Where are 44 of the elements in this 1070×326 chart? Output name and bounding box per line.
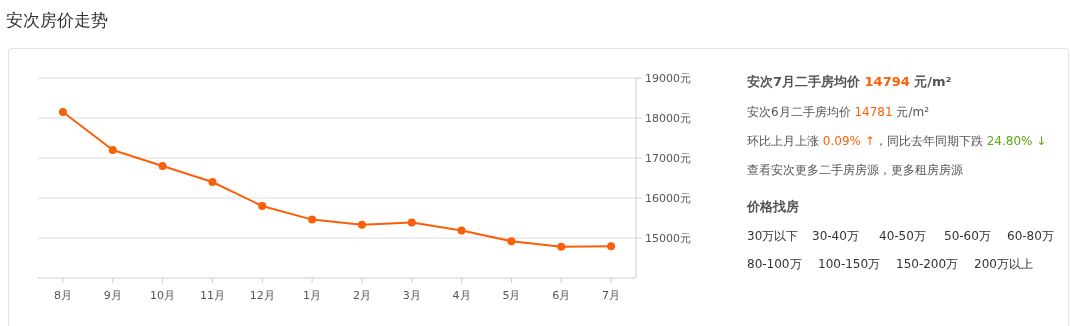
point [108,146,117,154]
text: 40-50万 [879,229,926,243]
chart-title: 安次房价走势 [6,10,108,30]
x-tick-label: 2月 [352,289,371,302]
point [507,237,516,246]
x-tick-label: 3月 [402,289,421,302]
x-tick-label: 7月 [602,289,621,302]
y-tick-label: 17000元 [645,151,691,165]
x-tick-label: 10月 [150,289,176,302]
text: 50-60万 [944,229,991,243]
text: 安次7月二手房均价 14794 元/m² [747,74,952,89]
x-tick-label: 4月 [452,289,471,302]
x-tick-label: 8月 [53,289,72,302]
text: 查看安次更多二手房房源，更多租房房源 [747,163,963,177]
point [208,178,217,186]
text: 价格找房 [746,199,799,214]
text: 环比上月上涨 0.09% ↑，同比去年同期下跌 24.80% ↓ [747,134,1047,148]
x-tick-label: 1月 [303,289,322,302]
text: 安次6月二手房均价 14781 元/m² [747,105,930,119]
x-tick-label: 11月 [199,289,225,302]
point [258,202,267,210]
y-tick-label: 18000元 [645,111,691,125]
point [357,220,366,229]
point [607,242,616,251]
text: 30万以下 [747,229,799,243]
y-tick-label: 19000元 [645,71,691,85]
x-tick-label: 9月 [103,289,122,302]
point [557,242,566,251]
text: 200万以上 [974,257,1033,271]
point [457,226,466,235]
point [158,162,167,170]
text: 80-100万 [747,257,802,271]
y-tick-label: 16000元 [645,191,691,205]
y-tick-label: 15000元 [645,231,691,245]
text: 100-150万 [818,257,881,271]
point [308,215,317,224]
point [407,218,416,227]
x-tick-label: 12月 [249,289,275,302]
x-tick-label: 5月 [502,289,521,302]
text: 150-200万 [896,257,959,271]
text: 30-40万 [812,229,859,243]
x-tick-label: 6月 [552,289,571,302]
text: 60-80万 [1007,229,1054,243]
point [58,108,67,116]
